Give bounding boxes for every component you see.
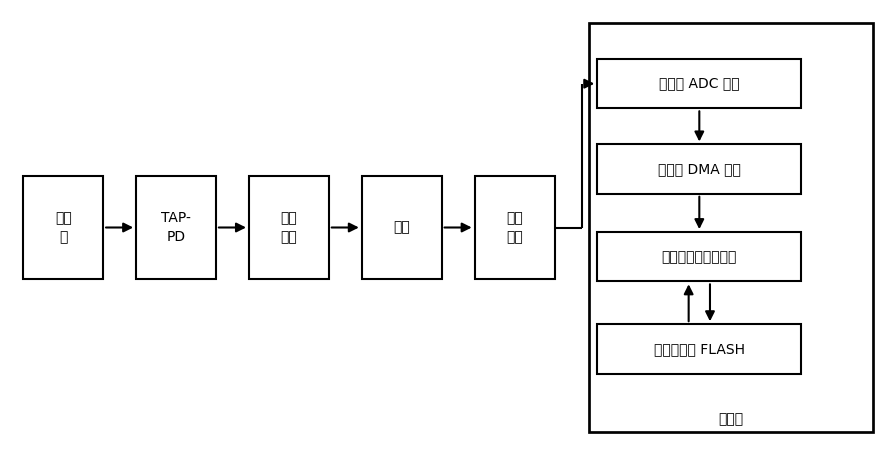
Text: 单片机内的微处理器: 单片机内的微处理器 — [662, 250, 737, 264]
Text: 单片机 ADC 外设: 单片机 ADC 外设 — [659, 77, 739, 91]
Bar — [597, 232, 802, 282]
Bar — [362, 176, 442, 279]
Bar — [249, 176, 329, 279]
Bar — [136, 176, 216, 279]
Bar — [597, 324, 802, 374]
Text: 二级
放大: 二级 放大 — [506, 211, 523, 244]
Bar — [597, 144, 802, 194]
Bar — [589, 23, 873, 432]
Text: 单片机 DMA 外设: 单片机 DMA 外设 — [658, 162, 741, 176]
Text: 滤波: 滤波 — [393, 221, 410, 234]
Bar — [597, 59, 802, 108]
Text: 一级
放大: 一级 放大 — [281, 211, 297, 244]
Text: 单片机: 单片机 — [719, 412, 744, 426]
Text: TAP-
PD: TAP- PD — [161, 211, 191, 244]
Bar — [23, 176, 103, 279]
Text: 光信
号: 光信 号 — [55, 211, 72, 244]
Text: 单片机内置 FLASH: 单片机内置 FLASH — [654, 342, 745, 356]
Bar — [475, 176, 554, 279]
